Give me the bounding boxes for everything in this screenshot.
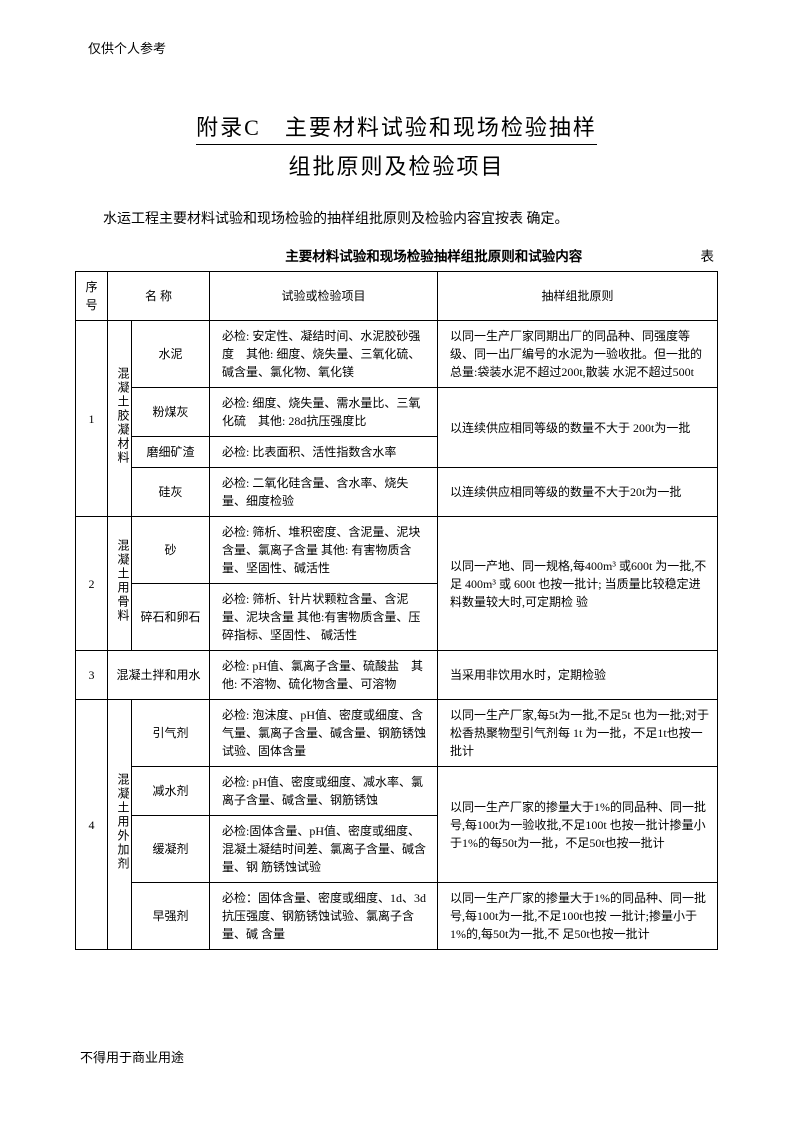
cell-rule: 以同一生产厂家,每5t为一批,不足5t 也为一批;对于松香热聚物型引气剂每 1t… [438, 700, 718, 767]
th-seq: 序号 [76, 272, 108, 321]
cell-name: 磨细矿渣 [132, 437, 210, 468]
cell-rule: 以同一生产厂家的掺量大于1%的同品种、同一批号,每100t为一批,不足100t也… [438, 883, 718, 950]
header-note: 仅供个人参考 [88, 38, 166, 57]
cell-cat: 混凝土用骨料 [108, 517, 132, 651]
table-row: 2 混凝土用骨料 砂 必检: 筛析、堆积密度、含泥量、泥块含量、氯离子含量 其他… [76, 517, 718, 584]
title-line2: 组批原则及检验项目 [75, 149, 718, 181]
cell-name: 缓凝剂 [132, 816, 210, 883]
title-block: 附录C 主要材料试验和现场检验抽样 组批原则及检验项目 [75, 110, 718, 181]
table-row: 减水剂 必检: pH值、密度或细度、减水率、氯离子含量、碱含量、钢筋锈蚀 以同一… [76, 767, 718, 816]
table-caption-right: 表 [701, 245, 715, 265]
cell-name: 碎石和卵石 [132, 584, 210, 651]
table-row: 4 混凝土用外加剂 引气剂 必检: 泡沫度、pH值、密度或细度、含气量、氯离子含… [76, 700, 718, 767]
cell-test: 必检:固体含量、pH值、密度或细度、混凝土凝结时间差、氯离子含量、碱含量、钢 筋… [210, 816, 438, 883]
cell-rule: 以同一产地、同一规格,每400m³ 或600t 为一批,不足 400m³ 或 6… [438, 517, 718, 651]
th-rule: 抽样组批原则 [438, 272, 718, 321]
cell-test: 必检: pH值、密度或细度、减水率、氯离子含量、碱含量、钢筋锈蚀 [210, 767, 438, 816]
cell-name: 引气剂 [132, 700, 210, 767]
table-row: 早强剂 必检：固体含量、密度或细度、1d、3d 抗压强度、钢筋锈蚀试验、氯离子含… [76, 883, 718, 950]
cell-cat: 混凝土胶凝材料 [108, 321, 132, 517]
cell-test: 必检: 细度、烧失量、需水量比、三氧化硫 其他: 28d抗压强度比 [210, 388, 438, 437]
table-caption: 主要材料试验和现场检验抽样组批原则和试验内容 [79, 245, 701, 265]
cell-seq: 3 [76, 651, 108, 700]
cell-seq: 4 [76, 700, 108, 950]
th-test: 试验或检验项目 [210, 272, 438, 321]
intro-paragraph: 水运工程主要材料试验和现场检验的抽样组批原则及检验内容宜按表 确定。 [75, 209, 718, 231]
cell-test: 必检：固体含量、密度或细度、1d、3d 抗压强度、钢筋锈蚀试验、氯离子含量、碱 … [210, 883, 438, 950]
cell-test: 必检: 泡沫度、pH值、密度或细度、含气量、氯离子含量、碱含量、钢筋锈蚀试验、固… [210, 700, 438, 767]
cell-test: 必检: 筛析、堆积密度、含泥量、泥块含量、氯离子含量 其他: 有害物质含量、坚固… [210, 517, 438, 584]
table-row: 硅灰 必检: 二氧化硅含量、含水率、烧失量、细度检验 以连续供应相同等级的数量不… [76, 468, 718, 517]
footer-note: 不得用于商业用途 [80, 1047, 184, 1066]
cell-seq: 1 [76, 321, 108, 517]
cell-cat: 混凝土用外加剂 [108, 700, 132, 950]
cell-test: 必检: 二氧化硅含量、含水率、烧失量、细度检验 [210, 468, 438, 517]
cell-test: 必检: 比表面积、活性指数含水率 [210, 437, 438, 468]
table-row: 粉煤灰 必检: 细度、烧失量、需水量比、三氧化硫 其他: 28d抗压强度比 以连… [76, 388, 718, 437]
cell-name: 早强剂 [132, 883, 210, 950]
cell-test: 必检: 安定性、凝结时间、水泥胶砂强度 其他: 细度、烧失量、三氧化硫、碱含量、… [210, 321, 438, 388]
cell-rule: 以连续供应相同等级的数量不大于 200t为一批 [438, 388, 718, 468]
th-name: 名 称 [108, 272, 210, 321]
cell-seq: 2 [76, 517, 108, 651]
cell-name: 水泥 [132, 321, 210, 388]
cell-name: 减水剂 [132, 767, 210, 816]
cell-rule: 以同一生产厂家的掺量大于1%的同品种、同一批号,每100t为一验收批,不足100… [438, 767, 718, 883]
cell-name: 硅灰 [132, 468, 210, 517]
cell-rule: 以连续供应相同等级的数量不大于20t为一批 [438, 468, 718, 517]
cell-name: 砂 [132, 517, 210, 584]
cell-test: 必检: 筛析、针片状颗粒含量、含泥量、泥块含量 其他:有害物质含量、压碎指标、坚… [210, 584, 438, 651]
cell-rule: 以同一生产厂家同期出厂的同品种、同强度等级、同一出厂编号的水泥为一验收批。但一批… [438, 321, 718, 388]
table-caption-row: 主要材料试验和现场检验抽样组批原则和试验内容 表 [75, 245, 718, 271]
table-header-row: 序号 名 称 试验或检验项目 抽样组批原则 [76, 272, 718, 321]
cell-test: 必检: pH值、氯离子含量、硫酸盐 其他: 不溶物、硫化物含量、可溶物 [210, 651, 438, 700]
table-row: 1 混凝土胶凝材料 水泥 必检: 安定性、凝结时间、水泥胶砂强度 其他: 细度、… [76, 321, 718, 388]
title-line1: 附录C 主要材料试验和现场检验抽样 [196, 110, 597, 145]
cell-rule: 当采用非饮用水时，定期检验 [438, 651, 718, 700]
cell-name: 粉煤灰 [132, 388, 210, 437]
materials-table: 序号 名 称 试验或检验项目 抽样组批原则 1 混凝土胶凝材料 水泥 必检: 安… [75, 271, 718, 950]
cell-name: 混凝土拌和用水 [108, 651, 210, 700]
table-row: 3 混凝土拌和用水 必检: pH值、氯离子含量、硫酸盐 其他: 不溶物、硫化物含… [76, 651, 718, 700]
